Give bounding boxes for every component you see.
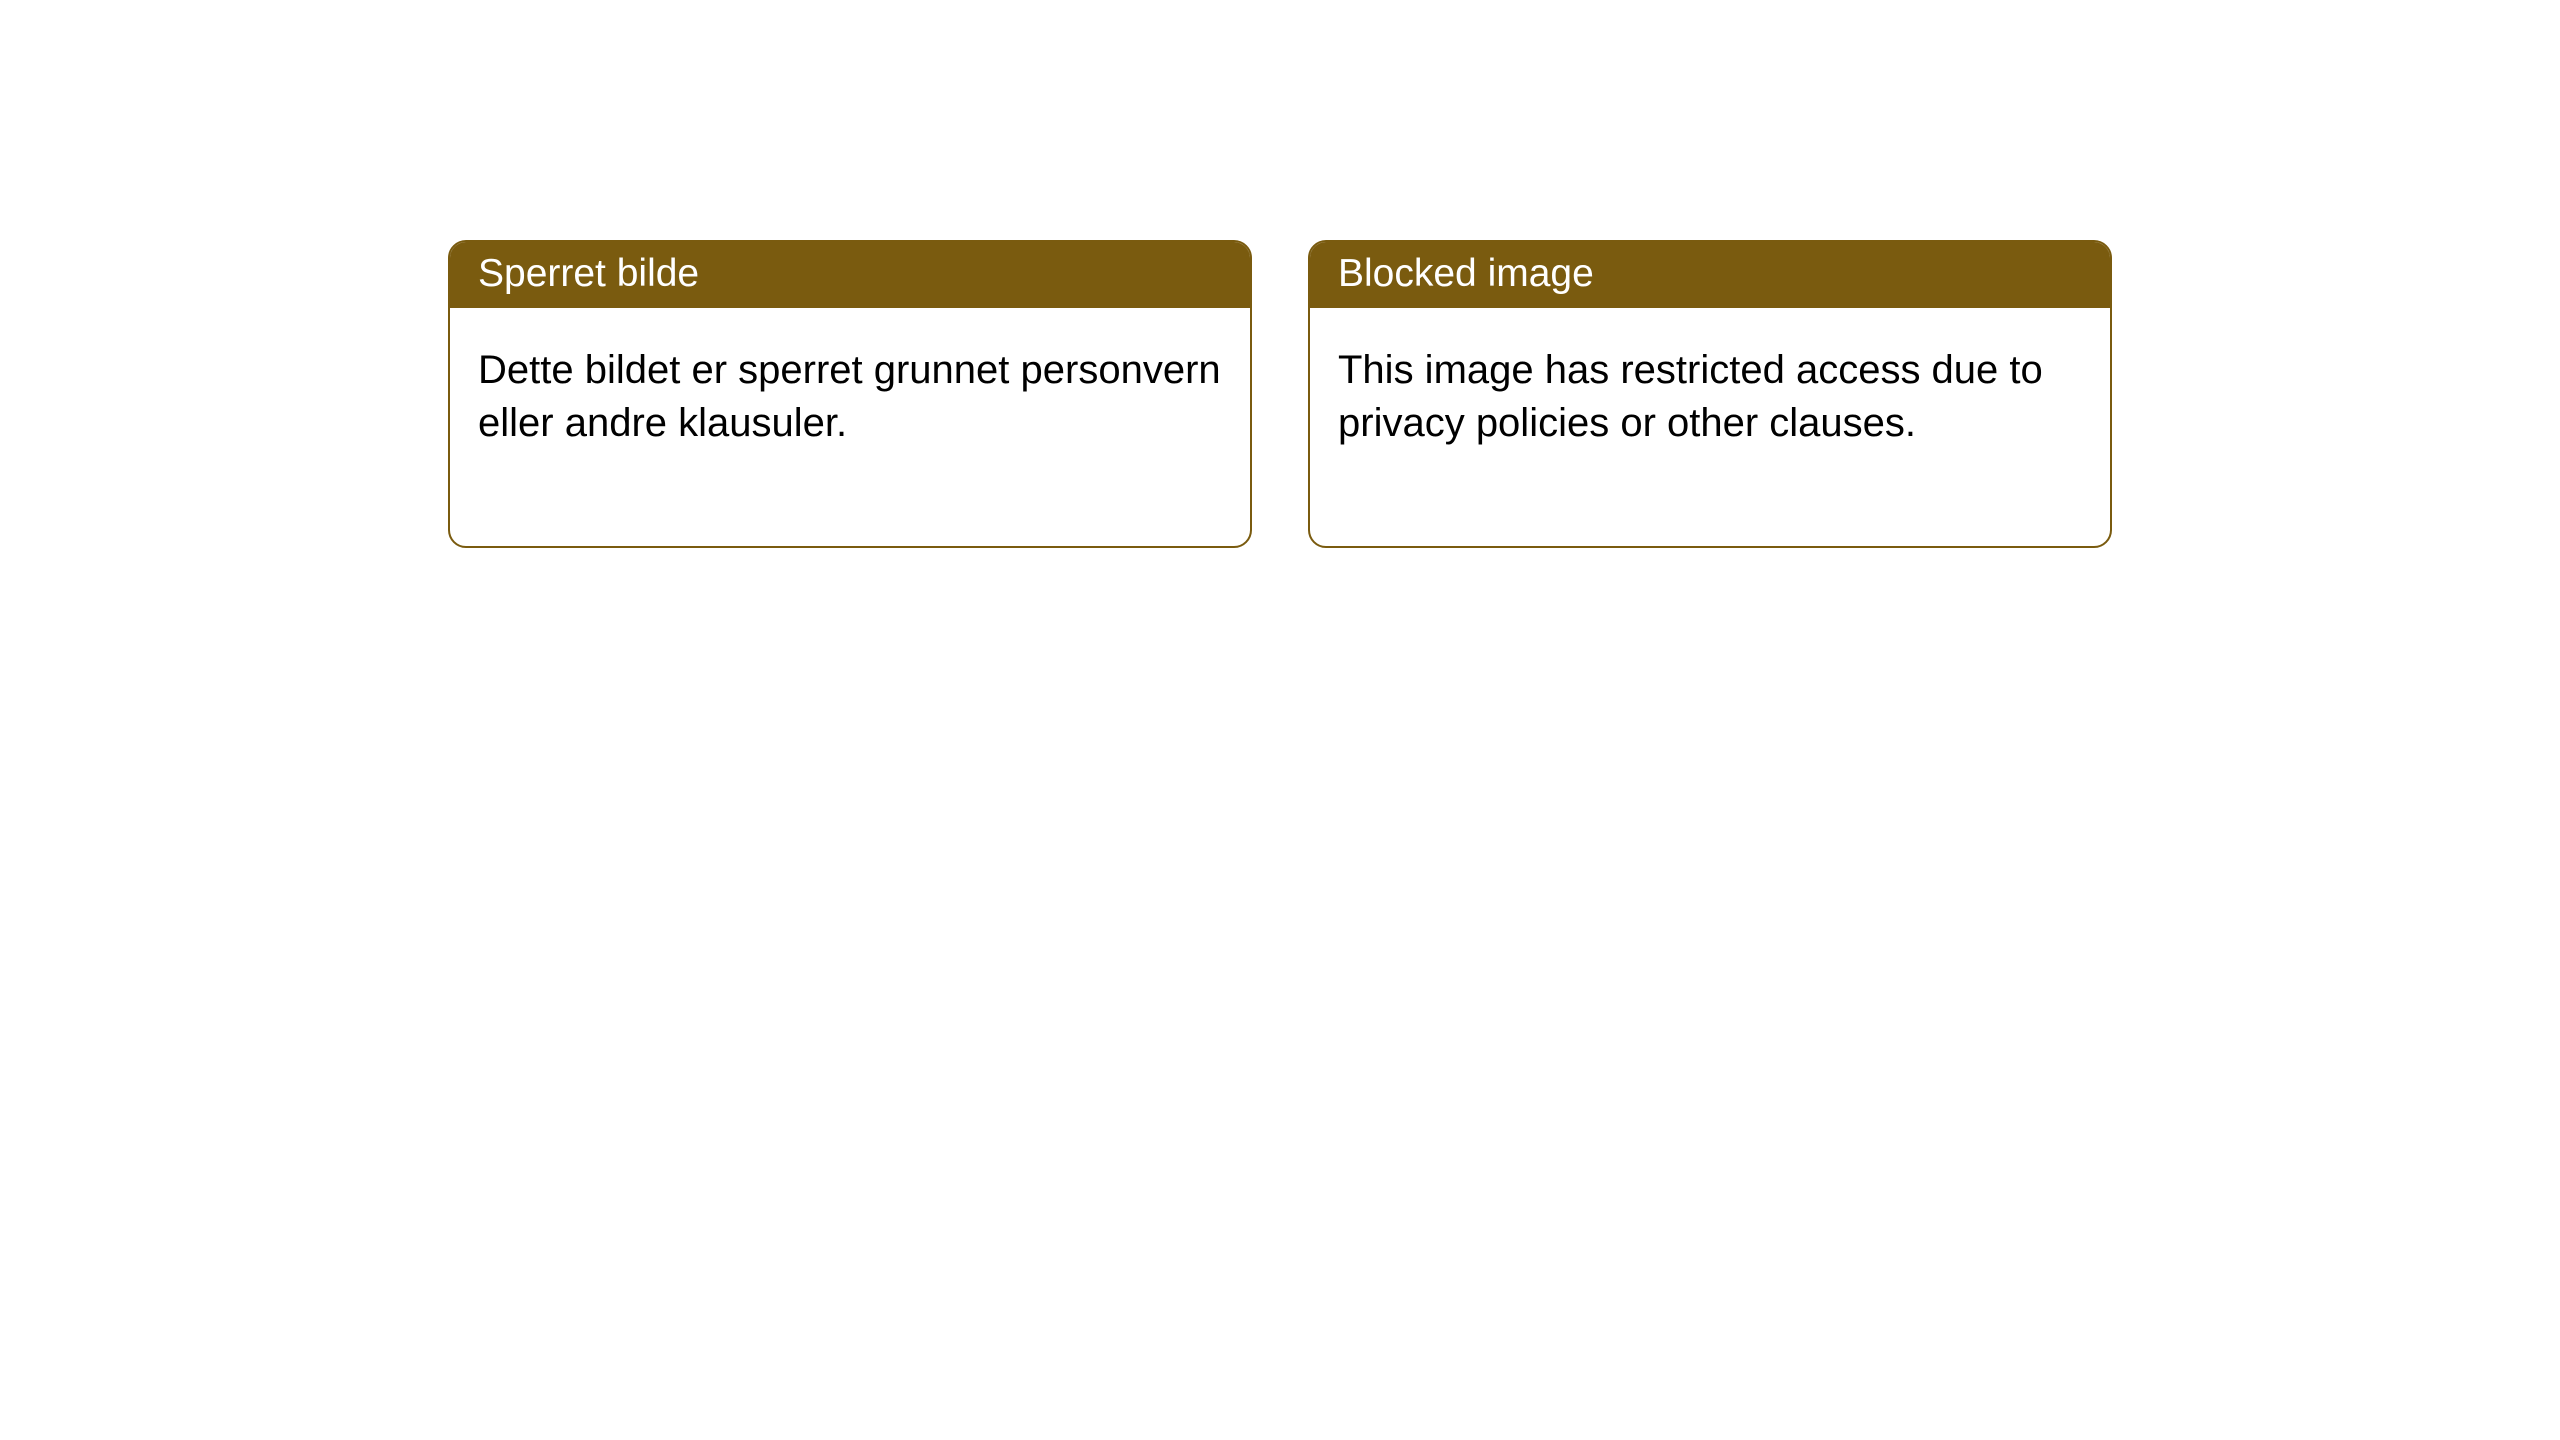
card-body: This image has restricted access due to …: [1310, 308, 2110, 546]
card-title: Blocked image: [1338, 252, 1594, 295]
notice-card-english: Blocked image This image has restricted …: [1308, 240, 2112, 548]
card-title: Sperret bilde: [478, 252, 699, 295]
card-header: Sperret bilde: [450, 242, 1250, 308]
notice-card-norwegian: Sperret bilde Dette bildet er sperret gr…: [448, 240, 1252, 548]
card-message: Dette bildet er sperret grunnet personve…: [478, 348, 1221, 445]
notice-cards-container: Sperret bilde Dette bildet er sperret gr…: [0, 0, 2560, 548]
card-body: Dette bildet er sperret grunnet personve…: [450, 308, 1250, 546]
card-message: This image has restricted access due to …: [1338, 348, 2043, 445]
card-header: Blocked image: [1310, 242, 2110, 308]
